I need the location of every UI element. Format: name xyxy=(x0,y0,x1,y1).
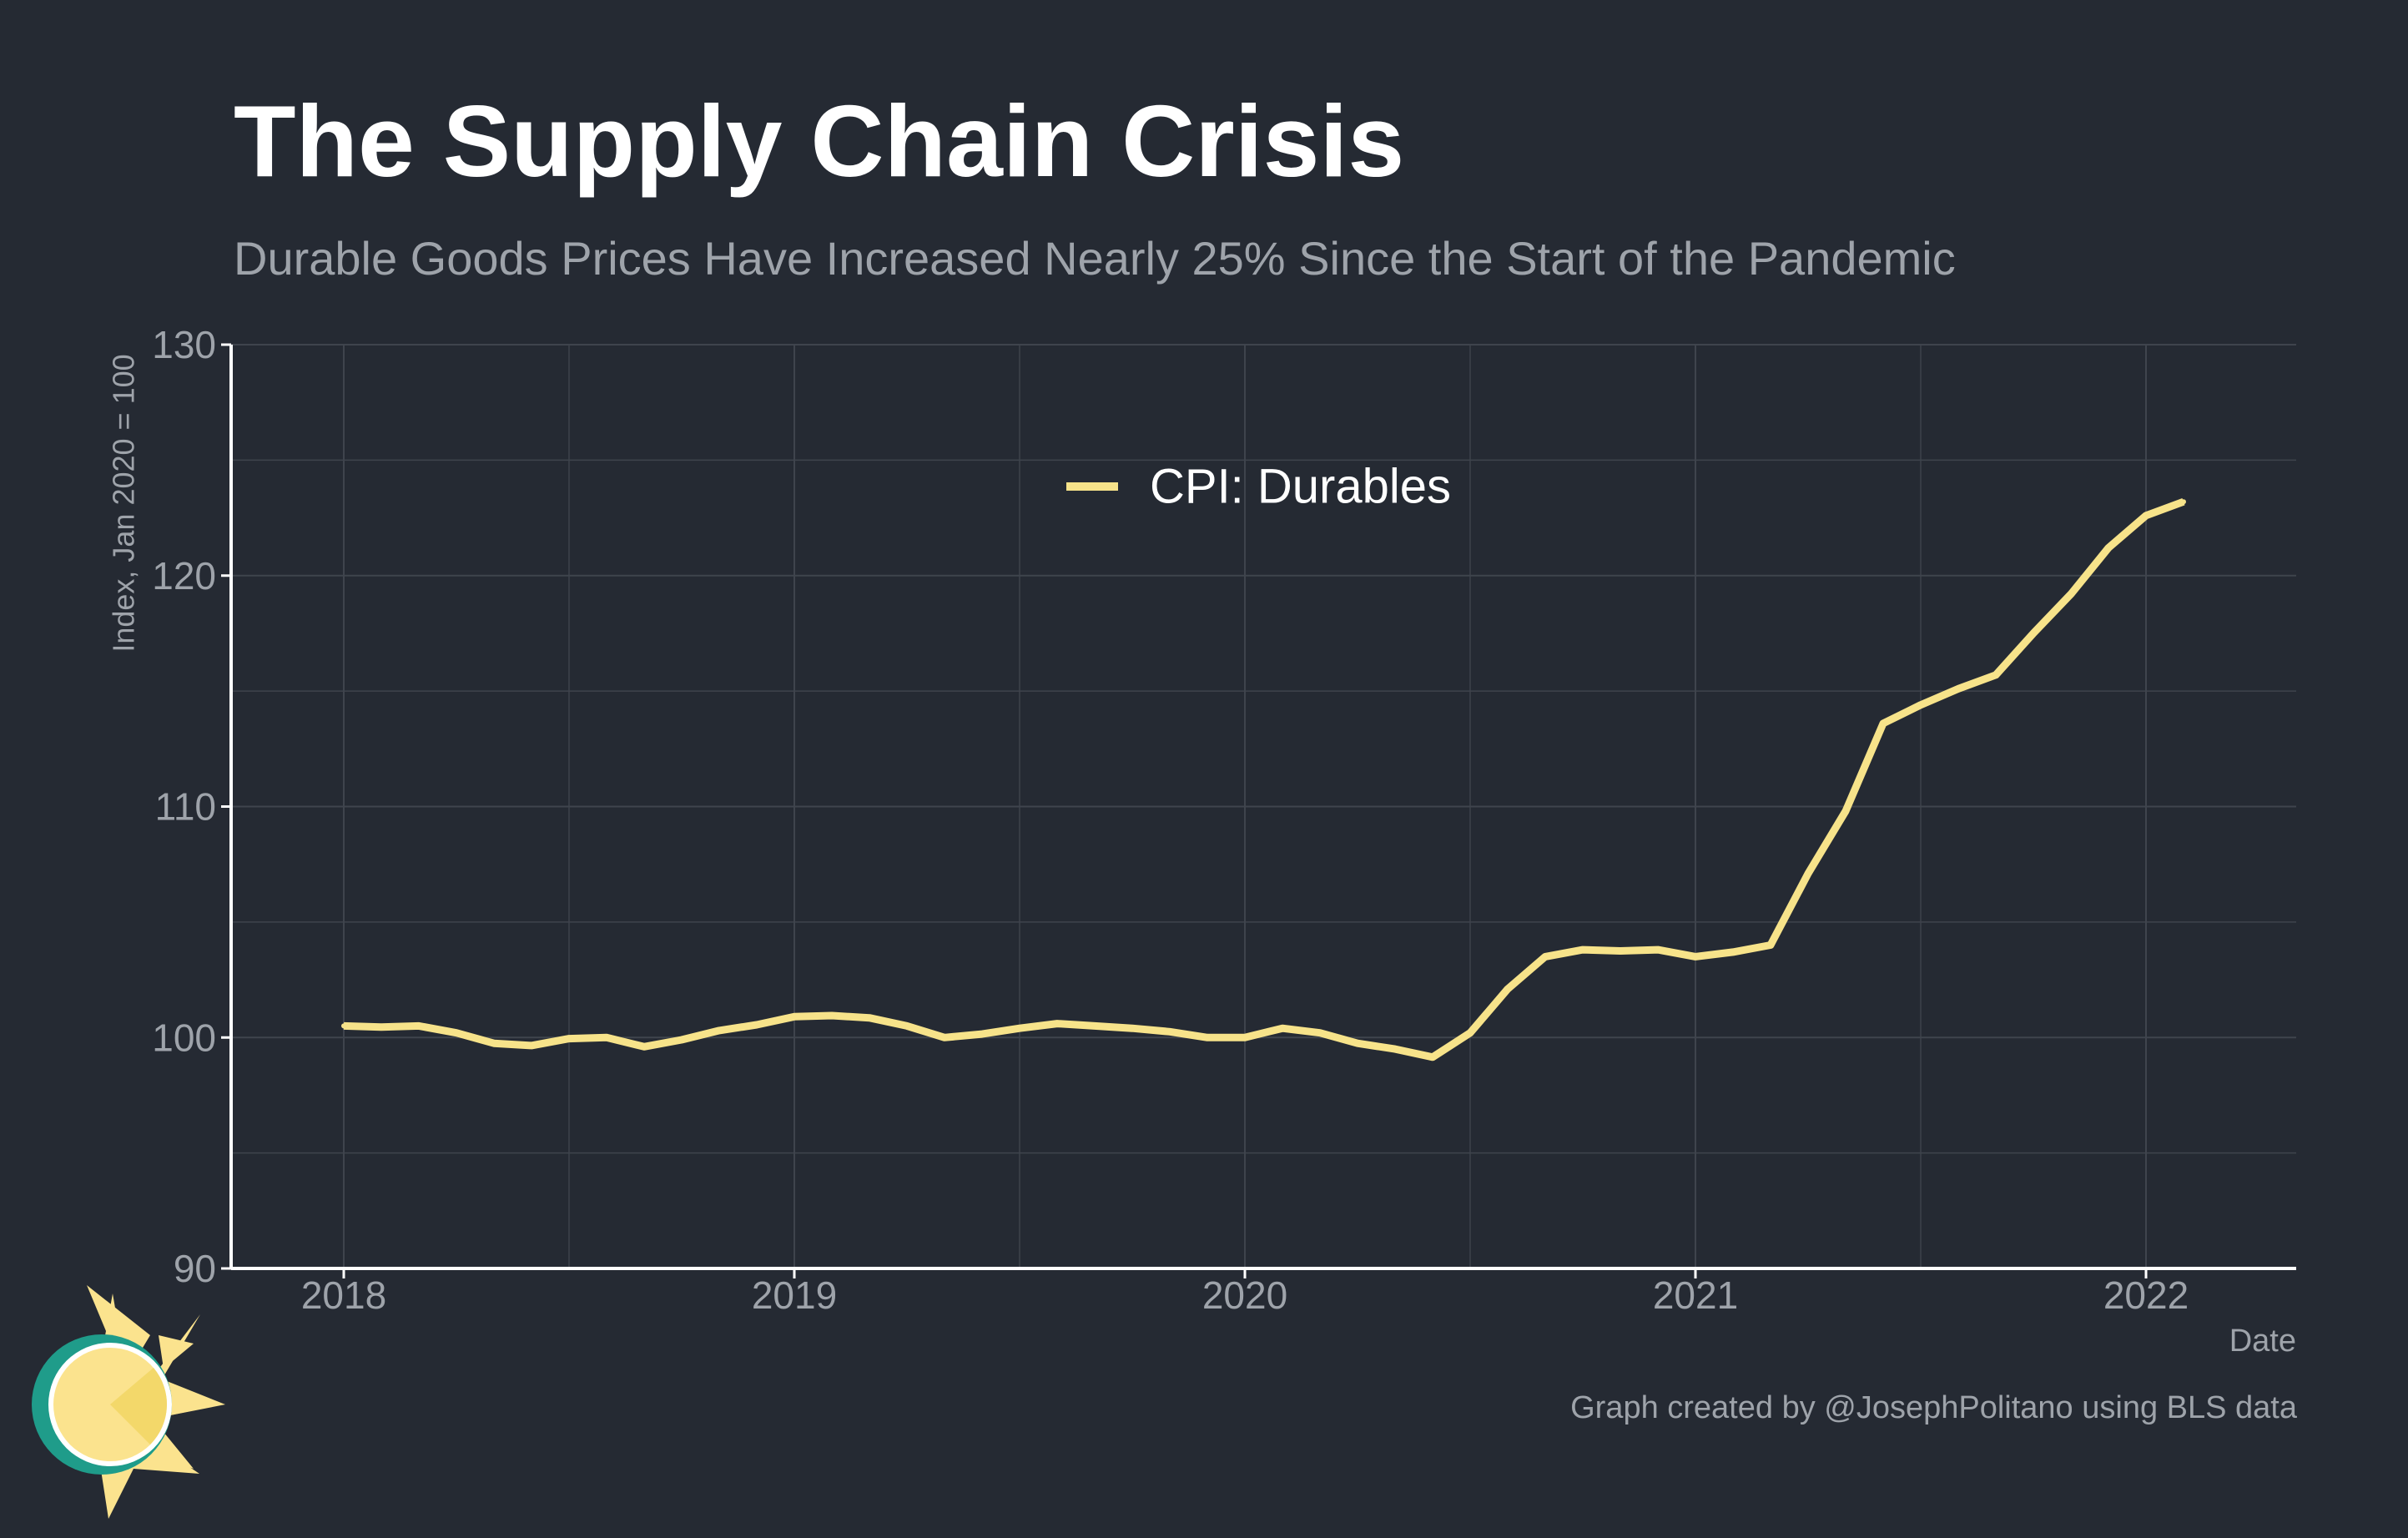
data-point xyxy=(1768,942,1773,948)
data-point xyxy=(2106,545,2111,551)
data-point xyxy=(604,1035,609,1041)
data-point xyxy=(416,1023,421,1029)
data-point xyxy=(1505,986,1510,992)
data-point xyxy=(829,1013,834,1018)
y-tick-label: 110 xyxy=(155,785,216,829)
data-point xyxy=(717,1027,722,1033)
data-point xyxy=(1393,1046,1398,1052)
x-axis-title: Date xyxy=(2229,1324,2296,1359)
x-tick-label: 2018 xyxy=(301,1273,386,1317)
data-point xyxy=(792,1014,797,1020)
data-point xyxy=(454,1030,459,1036)
data-point xyxy=(2068,591,2073,597)
data-point xyxy=(1543,954,1548,960)
series-layer xyxy=(341,497,2186,1061)
data-point xyxy=(1130,1026,1135,1031)
data-point xyxy=(1468,1030,1473,1036)
y-tick-label: 90 xyxy=(174,1247,216,1290)
data-point xyxy=(1993,672,1998,678)
data-point xyxy=(754,1022,759,1027)
y-axis-title: Index, Jan 2020 = 100 xyxy=(107,354,141,652)
data-point xyxy=(491,1041,496,1046)
data-point xyxy=(1806,870,1811,876)
data-point xyxy=(1242,1035,1247,1041)
x-tick-label: 2022 xyxy=(2103,1273,2189,1317)
data-point xyxy=(1655,947,1660,953)
legend: CPI: Durables xyxy=(1066,460,1451,514)
data-point xyxy=(379,1024,384,1030)
data-point xyxy=(1167,1029,1172,1035)
data-point xyxy=(1317,1030,1322,1036)
y-tick-label: 120 xyxy=(152,554,216,598)
y-tick-label: 130 xyxy=(152,323,216,366)
data-point xyxy=(1092,1023,1097,1029)
data-point xyxy=(1580,947,1585,953)
data-point xyxy=(1355,1041,1360,1046)
data-point xyxy=(679,1037,684,1042)
data-point xyxy=(1693,954,1698,960)
y-tick-label: 100 xyxy=(152,1016,216,1059)
data-point xyxy=(904,1023,909,1029)
data-point xyxy=(1430,1054,1435,1060)
x-tick-label: 2019 xyxy=(752,1273,837,1317)
axes: 90 100 110 120 130 2018 2019 2020 2021 2022 xyxy=(152,323,2296,1317)
data-point xyxy=(567,1036,572,1041)
data-point xyxy=(1918,702,1923,708)
data-point xyxy=(942,1035,947,1041)
data-point xyxy=(867,1015,872,1021)
data-point xyxy=(1956,686,1961,692)
data-point xyxy=(642,1044,647,1050)
x-tick-label: 2021 xyxy=(1653,1273,1738,1317)
series-line-cpi-durables xyxy=(343,497,2185,1061)
data-point xyxy=(1205,1035,1210,1041)
grid xyxy=(231,344,2296,1268)
x-tick-label: 2020 xyxy=(1202,1273,1287,1317)
sun-logo-icon xyxy=(32,1285,225,1519)
data-point xyxy=(1730,949,1735,955)
data-point xyxy=(2144,512,2149,518)
data-point xyxy=(1843,809,1848,814)
chart-title: The Supply Chain Crisis xyxy=(234,84,1405,198)
data-point xyxy=(341,1023,346,1029)
source-caption: Graph created by @JosephPolitano using B… xyxy=(1570,1390,2297,1425)
data-point xyxy=(1618,948,1623,954)
data-point xyxy=(529,1042,534,1048)
legend-label: CPI: Durables xyxy=(1150,460,1451,514)
data-point xyxy=(1881,720,1886,726)
data-point xyxy=(1055,1021,1060,1026)
chart-subtitle: Durable Goods Prices Have Increased Near… xyxy=(234,232,1956,285)
data-point xyxy=(980,1031,985,1037)
data-point xyxy=(1017,1026,1022,1031)
data-point xyxy=(2181,499,2186,505)
data-point xyxy=(2031,630,2036,636)
data-point xyxy=(1280,1026,1285,1031)
